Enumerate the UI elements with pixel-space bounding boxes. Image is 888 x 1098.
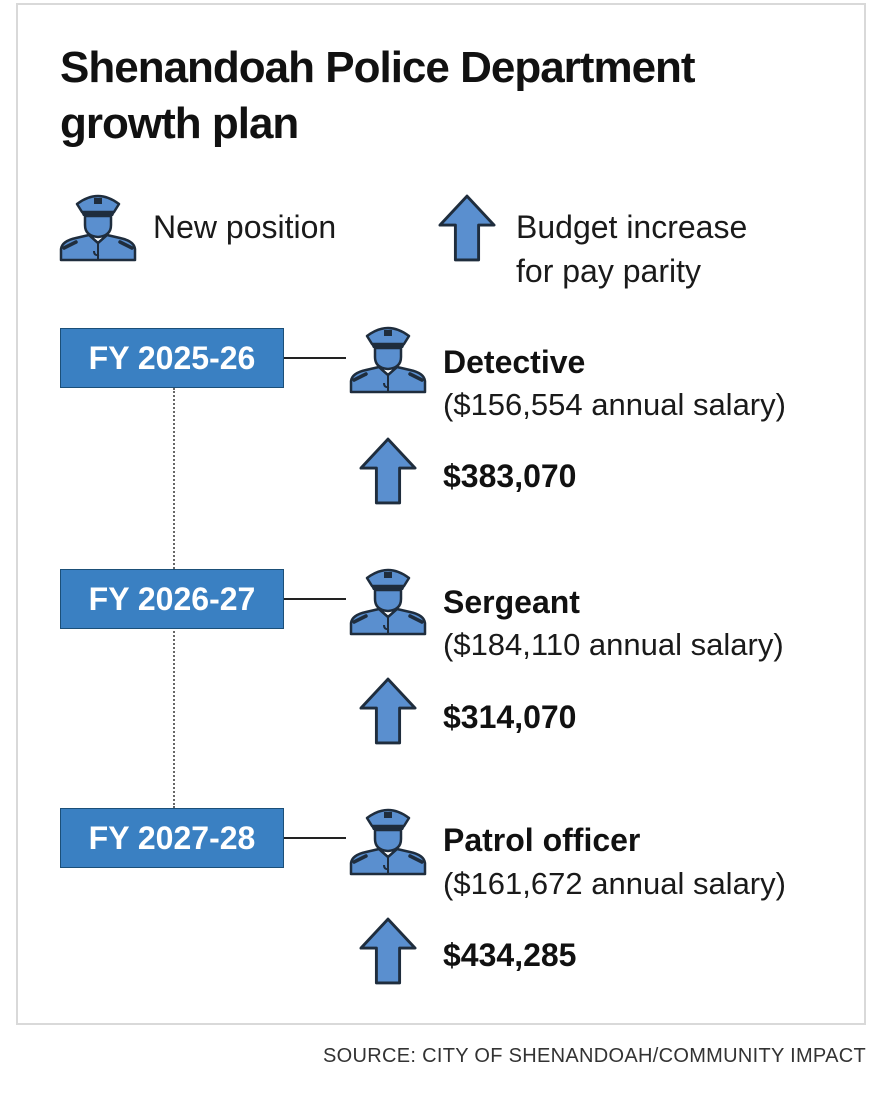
legend-up-arrow-icon: [438, 193, 496, 263]
budget-increase-amount: $434,285: [443, 937, 577, 973]
connector-line: [284, 837, 346, 839]
up-arrow-icon: [359, 436, 417, 506]
legend-budget-increase-label-line1: Budget increase: [516, 209, 748, 245]
year-box-2026-27: FY 2026-27: [60, 569, 284, 629]
legend-officer-icon: [58, 190, 138, 262]
up-arrow-icon: [359, 916, 417, 986]
position-salary: ($156,554 annual salary): [443, 387, 786, 422]
position-title: Detective: [443, 344, 586, 380]
legend-budget-increase-label-line2: for pay parity: [516, 253, 701, 289]
page-title: Shenandoah Police Department growth plan: [60, 43, 696, 148]
source-credit: SOURCE: CITY OF SHENANDOAH/COMMUNITY IMP…: [323, 1045, 866, 1067]
legend-new-position-label: New position: [153, 209, 337, 245]
police-officer-icon: [348, 322, 428, 394]
position-salary: ($184,110 annual salary): [443, 627, 784, 662]
police-officer-icon: [348, 564, 428, 636]
budget-increase-amount: $383,070: [443, 458, 577, 494]
police-officer-icon: [348, 804, 428, 876]
year-box-2025-26: FY 2025-26: [60, 328, 284, 388]
connector-line: [284, 357, 346, 359]
up-arrow-icon: [359, 676, 417, 746]
position-salary: ($161,672 annual salary): [443, 866, 786, 901]
connector-line: [284, 598, 346, 600]
position-title: Patrol officer: [443, 822, 641, 858]
budget-increase-amount: $314,070: [443, 699, 577, 735]
year-box-2027-28: FY 2027-28: [60, 808, 284, 868]
position-title: Sergeant: [443, 584, 580, 620]
